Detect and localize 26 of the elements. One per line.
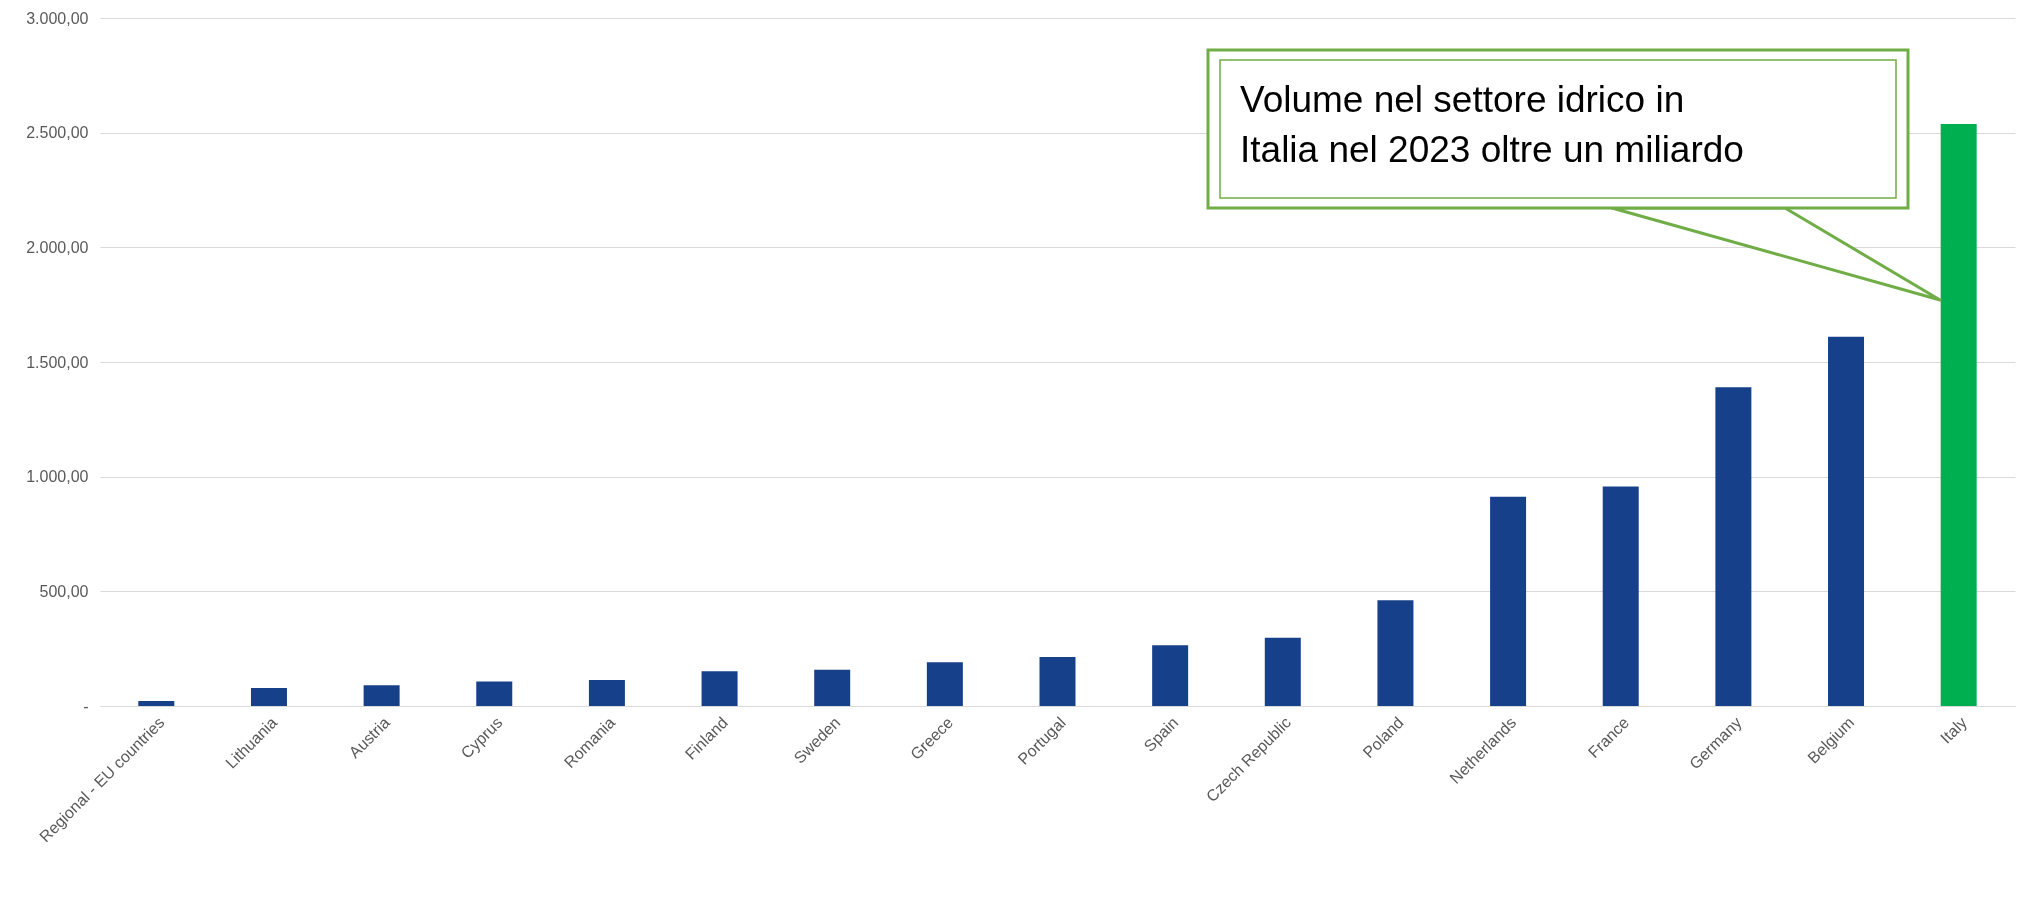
bar	[138, 700, 175, 706]
y-tick-label: -	[83, 697, 89, 715]
bar	[1940, 123, 1977, 706]
bar	[1715, 387, 1752, 706]
bar	[250, 687, 287, 706]
bar	[476, 681, 513, 706]
bar	[1828, 336, 1865, 706]
y-tick-label: 3.000,00	[26, 9, 89, 27]
y-tick-label: 500,00	[39, 582, 89, 600]
bar	[363, 685, 400, 706]
bar	[1152, 645, 1189, 706]
bar	[1602, 486, 1639, 706]
bar	[1039, 656, 1076, 706]
annotation: Volume nel settore idrico in Italia nel 2023 oltre un miliardo	[1240, 78, 1744, 172]
bar	[701, 671, 738, 706]
y-tick-label: 1.000,00	[26, 468, 89, 486]
bar	[926, 662, 963, 706]
x-tick-label: Italy	[1937, 713, 1970, 747]
bar	[814, 669, 851, 706]
y-tick-label: 2.000,00	[26, 238, 89, 256]
bar	[588, 680, 625, 706]
bar	[1490, 496, 1527, 706]
bar	[1264, 637, 1301, 706]
bar	[1377, 600, 1414, 706]
y-tick-label: 2.500,00	[26, 124, 89, 142]
y-tick-label: 1.500,00	[26, 353, 89, 371]
